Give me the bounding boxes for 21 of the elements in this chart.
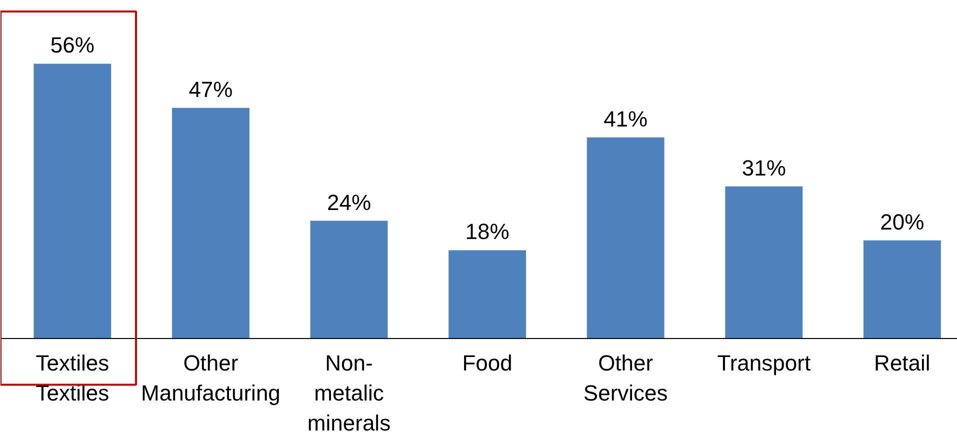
data-label: 31% <box>742 155 786 180</box>
bar <box>448 250 526 339</box>
data-label: 20% <box>880 209 924 234</box>
bar <box>34 64 112 339</box>
bar <box>863 240 941 339</box>
x-tick-label: Other Manufacturing <box>141 350 280 406</box>
bar <box>310 220 388 339</box>
data-label: 56% <box>50 32 94 58</box>
data-label: 18% <box>465 219 510 244</box>
bar <box>586 137 664 339</box>
data-label: 47% <box>188 76 233 102</box>
data-label: 41% <box>604 106 648 132</box>
x-tick-label: Transport <box>717 350 811 376</box>
bar <box>172 108 250 339</box>
x-tick-label: Food <box>462 350 512 376</box>
x-tick-label: Non-metalic minerals <box>307 350 391 436</box>
x-tick-label: Other Services <box>583 350 668 406</box>
bar <box>725 186 803 339</box>
x-tick-label: Textiles Textiles <box>36 350 110 406</box>
x-tick-label: Retail <box>874 350 930 376</box>
data-label: 24% <box>326 190 372 215</box>
